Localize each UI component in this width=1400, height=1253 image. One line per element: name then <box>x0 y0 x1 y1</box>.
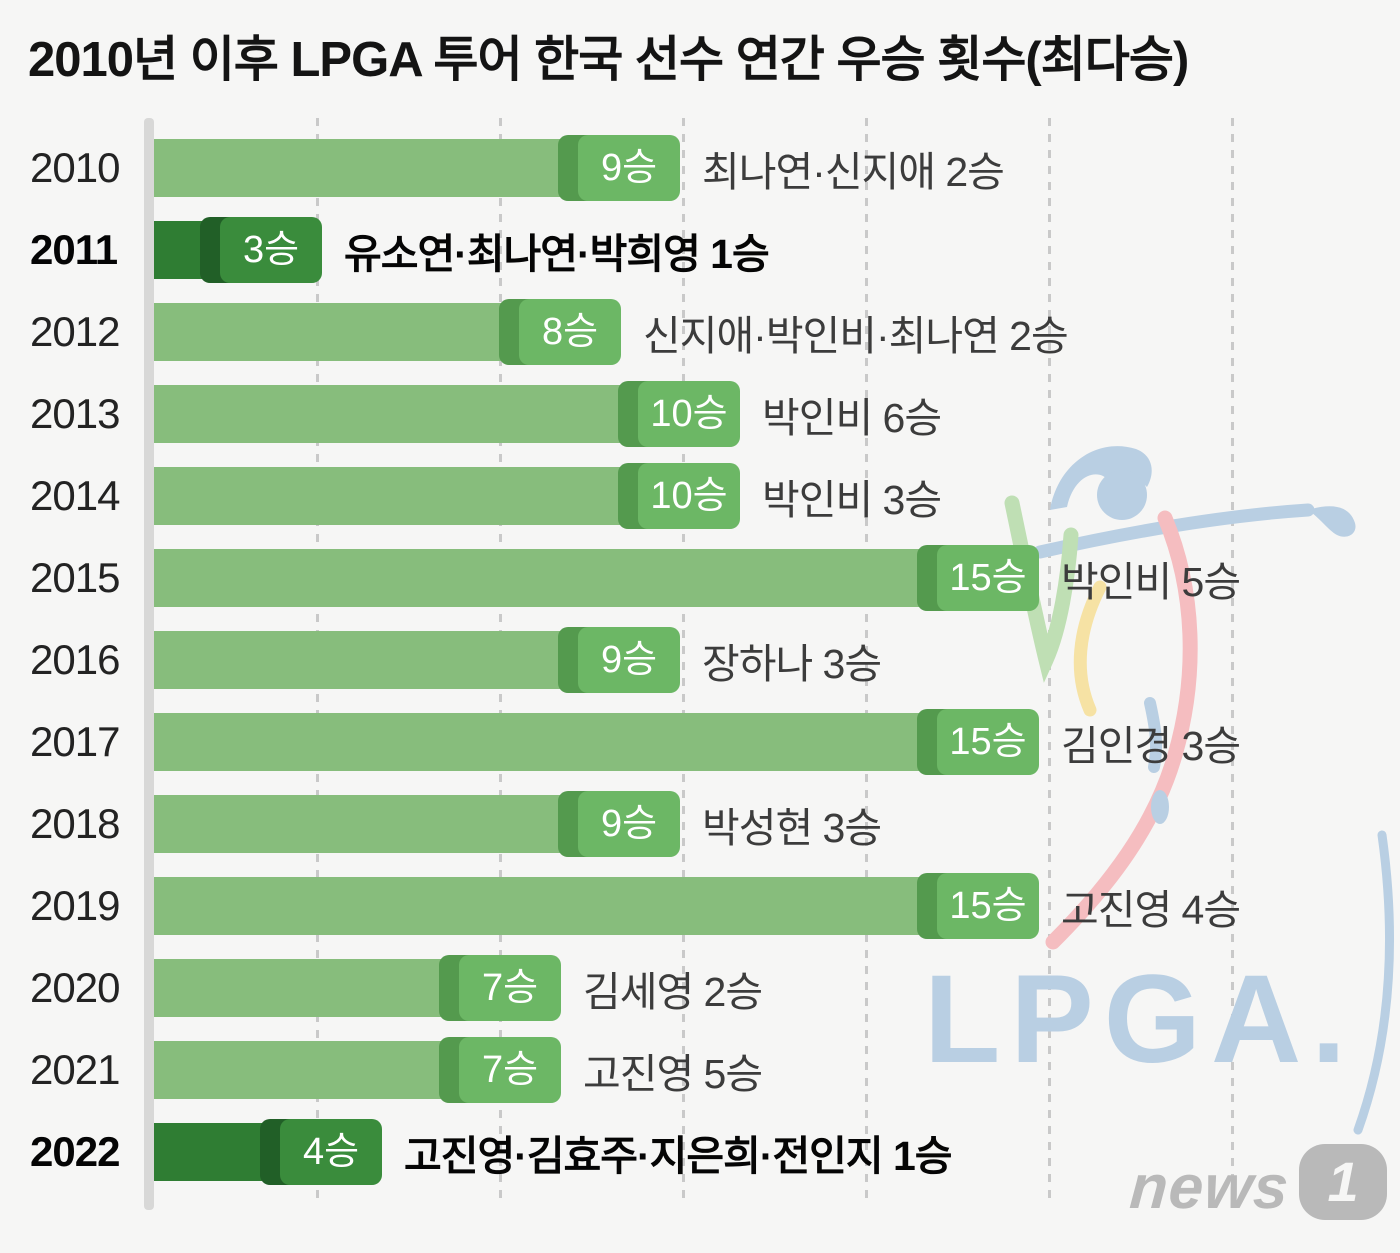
chart-row: 2011 3승 유소연·최나연·박희영 1승 <box>0 209 1400 291</box>
year-label: 2022 <box>30 1128 120 1175</box>
year-label: 2011 <box>30 226 118 273</box>
golfer-hair-shape <box>1050 446 1152 510</box>
win-bar <box>154 713 988 771</box>
win-count-badge: 10승 <box>638 463 740 529</box>
win-bar <box>154 877 988 935</box>
winners-annotation: 유소연·최나연·박희영 1승 <box>344 231 770 277</box>
chart-row: 2015 15승 박인비 5승 <box>0 537 1400 619</box>
win-count-badge: 10승 <box>638 381 740 447</box>
chart-row: 2012 8승 신지애·박인비·최나연 2승 <box>0 291 1400 373</box>
winners-annotation: 박인비 5승 <box>1061 559 1241 605</box>
blue-right-swoosh <box>1353 830 1395 1135</box>
winners-annotation: 고진영·김효주·지은희·전인지 1승 <box>404 1133 953 1179</box>
win-count-badge: 7승 <box>459 1037 561 1103</box>
winners-annotation: 장하나 3승 <box>702 641 882 687</box>
chart-row: 2021 7승 고진영 5승 <box>0 1029 1400 1111</box>
winners-annotation: 신지애·박인비·최나연 2승 <box>643 313 1069 359</box>
win-bar <box>154 795 629 853</box>
news1-logo-badge: 1 <box>1299 1144 1388 1220</box>
lpga-text-watermark: LPGA. <box>924 950 1356 1089</box>
win-count-badge: 15승 <box>937 545 1039 611</box>
chart-row: 2010 9승 최나연·신지애 2승 <box>0 127 1400 209</box>
news1-logo-number: 1 <box>1327 1150 1359 1213</box>
year-label: 2020 <box>30 964 120 1011</box>
win-bar <box>154 549 988 607</box>
win-count-badge: 15승 <box>937 873 1039 939</box>
golfer-leg-shape <box>1144 697 1163 773</box>
win-count-badge: 7승 <box>459 955 561 1021</box>
year-label: 2019 <box>30 882 120 929</box>
chart-row: 2014 10승 박인비 3승 <box>0 455 1400 537</box>
year-label: 2018 <box>30 800 120 847</box>
golfer-head-shape <box>1097 470 1147 520</box>
chart-row: 2020 7승 김세영 2승 <box>0 947 1400 1029</box>
winners-annotation: 박인비 3승 <box>762 477 942 523</box>
win-count-badge: 8승 <box>519 299 621 365</box>
win-count-badge: 15승 <box>937 709 1039 775</box>
win-count-badge: 4승 <box>280 1119 382 1185</box>
win-bar <box>154 385 689 443</box>
y-axis-line <box>144 118 154 1210</box>
chart-row: 2017 15승 김인경 3승 <box>0 701 1400 783</box>
win-bar <box>154 631 629 689</box>
winners-annotation: 고진영 5승 <box>583 1051 763 1097</box>
yellow-swoosh <box>1073 580 1107 717</box>
year-label: 2014 <box>30 472 120 519</box>
year-label: 2010 <box>30 144 120 191</box>
year-label: 2016 <box>30 636 120 683</box>
winners-annotation: 김세영 2승 <box>583 969 763 1015</box>
chart-row: 2022 4승 고진영·김효주·지은희·전인지 1승 <box>0 1111 1400 1193</box>
chart-row: 2018 9승 박성현 3승 <box>0 783 1400 865</box>
winners-annotation: 박인비 6승 <box>762 395 942 441</box>
year-label: 2021 <box>30 1046 120 1093</box>
gridline <box>682 118 685 1205</box>
chart-row: 2019 15승 고진영 4승 <box>0 865 1400 947</box>
year-label: 2012 <box>30 308 120 355</box>
news1-logo: news 1 <box>1127 1144 1388 1226</box>
win-count-badge: 3승 <box>220 217 322 283</box>
win-bar <box>154 139 629 197</box>
golfer-foot-shape <box>1151 790 1169 824</box>
year-label: 2015 <box>30 554 120 601</box>
chart-row: 2016 9승 장하나 3승 <box>0 619 1400 701</box>
win-count-badge: 9승 <box>578 627 680 693</box>
win-bar <box>154 467 689 525</box>
win-count-badge: 9승 <box>578 791 680 857</box>
winners-annotation: 고진영 4승 <box>1061 887 1241 933</box>
chart-title: 2010년 이후 LPGA 투어 한국 선수 연간 우승 횟수(최다승) <box>28 33 1189 87</box>
golf-club-head <box>1308 506 1356 537</box>
year-label: 2017 <box>30 718 120 765</box>
red-swoosh <box>1045 510 1198 950</box>
year-label: 2013 <box>30 390 120 437</box>
gridline <box>865 118 868 1205</box>
winners-annotation: 박성현 3승 <box>702 805 882 851</box>
winners-annotation: 최나연·신지애 2승 <box>702 149 1005 195</box>
winners-annotation: 김인경 3승 <box>1061 723 1241 769</box>
news1-logo-word: news <box>1127 1153 1292 1222</box>
win-count-badge: 9승 <box>578 135 680 201</box>
gridline <box>1231 118 1234 1205</box>
chart-row: 2013 10승 박인비 6승 <box>0 373 1400 455</box>
lpga-golfer-watermark-icon <box>1004 446 1395 1135</box>
